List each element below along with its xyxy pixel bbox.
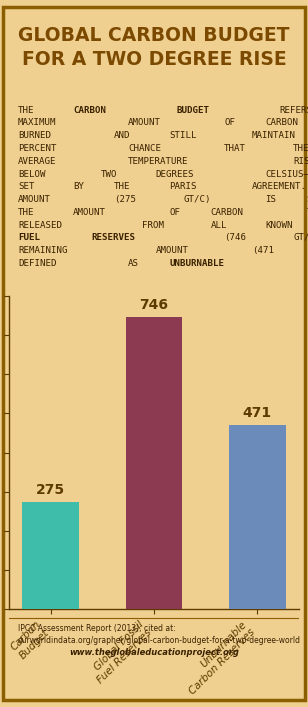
Text: RESERVES: RESERVES [91,233,135,243]
Text: (471: (471 [252,246,274,255]
Text: UNBURNABLE: UNBURNABLE [169,259,224,268]
Text: BUDGET: BUDGET [176,105,209,115]
Text: AS: AS [128,259,139,268]
Text: THE: THE [18,208,34,217]
Text: (746: (746 [224,233,246,243]
Text: MAXIMUM: MAXIMUM [18,118,56,127]
Bar [22,501,79,609]
Text: REMAINING: REMAINING [18,246,67,255]
Text: DEFINED: DEFINED [18,259,56,268]
Text: THAT: THAT [307,208,308,217]
Text: OF: OF [224,118,235,127]
Text: OF: OF [169,208,180,217]
Text: CARBON: CARBON [265,118,298,127]
Text: IPCC Assessment Report (2013); cited at:
ourworldindata.org/grapher/global-carbo: IPCC Assessment Report (2013); cited at:… [18,624,301,645]
Text: AGREEMENT.: AGREEMENT. [252,182,307,192]
Text: THAT: THAT [224,144,246,153]
Text: 275: 275 [36,483,65,497]
Text: AVERAGE: AVERAGE [18,157,56,165]
Text: GT/C): GT/C) [183,195,211,204]
Text: TEMPERATURE: TEMPERATURE [128,157,188,165]
Bar [126,317,182,609]
Text: STILL: STILL [169,132,197,140]
Text: AMOUNT: AMOUNT [18,195,51,204]
Text: REFERS: REFERS [279,105,308,115]
Text: MAINTAIN: MAINTAIN [252,132,296,140]
Text: PARIS: PARIS [169,182,197,192]
Text: TWO: TWO [100,170,117,179]
Text: IS: IS [265,195,277,204]
Text: BELOW: BELOW [18,170,45,179]
Text: FROM: FROM [142,221,164,230]
Text: CHANCE: CHANCE [128,144,161,153]
Text: CARBON: CARBON [73,105,106,115]
Text: (275: (275 [114,195,136,204]
Text: AMOUNT: AMOUNT [73,208,106,217]
Text: www.theglobaleducationproject.org: www.theglobaleducationproject.org [69,648,239,657]
Text: RISE: RISE [293,157,308,165]
Text: SET: SET [18,182,34,192]
Text: THE: THE [114,182,131,192]
Text: 471: 471 [243,406,272,420]
Text: GT/C),: GT/C), [293,233,308,243]
Text: CELSIUS—THE: CELSIUS—THE [265,170,308,179]
Text: SUBTRACTED: SUBTRACTED [307,195,308,204]
Text: AMOUNT: AMOUNT [128,118,161,127]
Text: AMOUNT: AMOUNT [156,246,188,255]
Text: ALL: ALL [211,221,227,230]
Bar [229,425,286,609]
Text: THE: THE [18,105,34,115]
Text: BY: BY [73,182,84,192]
Text: FUEL: FUEL [18,233,40,243]
Text: RELEASED: RELEASED [18,221,62,230]
Text: DEGREES: DEGREES [156,170,194,179]
Text: BURNED: BURNED [18,132,51,140]
Text: KNOWN: KNOWN [265,221,293,230]
Text: 746: 746 [140,298,168,312]
Text: GLOBAL CARBON BUDGET
FOR A TWO DEGREE RISE: GLOBAL CARBON BUDGET FOR A TWO DEGREE RI… [18,26,290,69]
Text: PERCENT: PERCENT [18,144,56,153]
Text: CARBON: CARBON [211,208,244,217]
Text: THE: THE [293,144,308,153]
Text: AND: AND [114,132,131,140]
